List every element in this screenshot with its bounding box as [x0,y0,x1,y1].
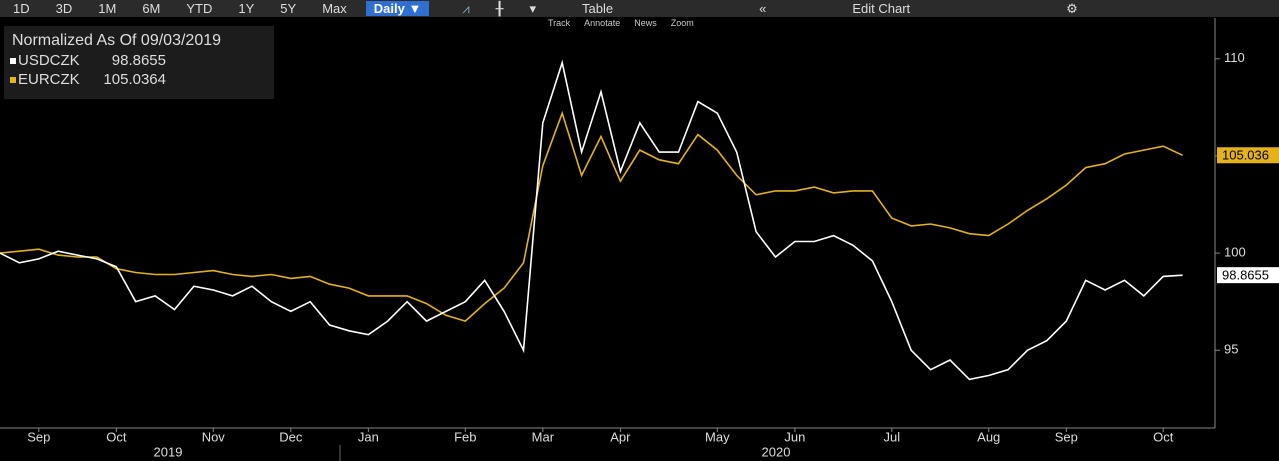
tool[interactable]: News [634,18,657,28]
x-tick-label: Jun [784,429,805,444]
y-tick-label: 100 [1224,245,1246,260]
x-tick-label: Jul [883,429,900,444]
legend-name: EURCZK [18,71,80,88]
legend-value: 105.0364 [103,71,166,88]
series-line [0,59,1183,381]
last-value-label: 98.8655 [1222,268,1269,283]
range-button[interactable]: Max [322,1,347,16]
bar-type-icon[interactable]: ╂ [495,0,504,16]
legend-value: 98.8655 [112,52,166,69]
last-value-tag: 98.8655 [1217,267,1279,284]
toolbar: 1D 3D 1M 6M YTD 1Y 5Y Max Daily ▼ ⩘ ╂ ▾ … [0,0,1279,17]
range-button[interactable]: 1D [13,1,30,16]
last-value-box [1217,147,1279,164]
year-label: 2019 [154,444,183,459]
year-label: 2020 [762,444,791,459]
range-button[interactable]: 6M [142,1,161,16]
more-icon[interactable]: ▾ [529,0,537,16]
settings-button[interactable]: ⚙ [1066,0,1078,16]
x-tick-label: Mar [532,429,555,444]
chart-tools: Track Annotate News Zoom [548,18,694,28]
last-value-tag: 105.036 [1217,147,1279,164]
legend-swatch [10,77,16,83]
y-tick-label: 95 [1224,342,1238,357]
x-tick-label: Apr [610,429,631,444]
legend-swatch [10,58,16,64]
x-tick-label: May [705,429,730,444]
x-tick-label: Sep [1055,429,1078,444]
x-tick-label: Sep [27,429,50,444]
range-button[interactable]: YTD [186,1,213,16]
x-tick-label: Nov [202,429,226,444]
collapse-button[interactable]: « [759,1,767,16]
last-value-label: 105.036 [1222,148,1269,163]
x-tick-label: Oct [106,429,127,444]
last-value-box [1217,267,1279,284]
x-tick-label: Oct [1153,429,1174,444]
table-button[interactable]: Table [582,1,614,16]
x-tick-label: Jan [358,429,379,444]
x-tick-label: Feb [454,429,476,444]
legend-title: Normalized As Of 09/03/2019 [12,32,221,49]
range-button[interactable]: 3D [55,1,73,16]
series-line [0,110,1183,322]
tool[interactable]: Zoom [670,18,694,28]
range-button[interactable]: 1M [98,1,117,16]
y-tick-label: 110 [1224,50,1245,65]
period-label: Daily [373,1,405,16]
tool[interactable]: Annotate [584,18,621,28]
range-button[interactable]: 1Y [238,1,255,16]
tool[interactable]: Track [548,18,571,28]
legend-name: USDCZK [18,52,80,69]
chart-type-icon[interactable]: ⩘ [462,0,470,16]
x-tick-label: Dec [279,429,303,444]
x-tick-label: Aug [977,429,1000,444]
range-button[interactable]: 5Y [280,1,297,16]
edit-chart-button[interactable]: Edit Chart [852,1,911,16]
legend-box [4,26,274,99]
period-dropdown[interactable]: Daily ▼ [365,1,430,16]
